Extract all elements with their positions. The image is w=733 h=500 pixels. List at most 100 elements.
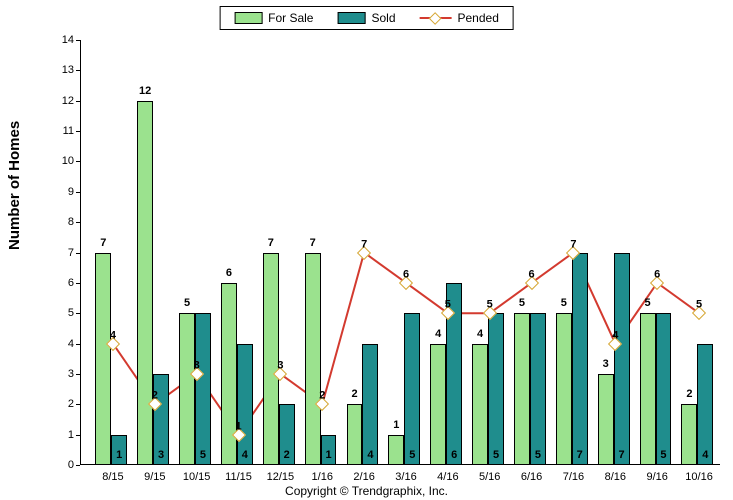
- x-tick-label: 6/16: [521, 471, 542, 483]
- x-tick-label: 11/15: [225, 471, 252, 483]
- bar-label-sold: 2: [284, 449, 290, 461]
- x-tick-label: 5/16: [479, 471, 500, 483]
- bar-label-for-sale: 2: [686, 388, 692, 400]
- bar-sold: [697, 344, 713, 465]
- bar-sold: [237, 344, 253, 465]
- pended-label: 4: [110, 329, 116, 341]
- swatch-sold: [337, 12, 365, 24]
- bar-sold: [404, 313, 420, 465]
- bar-sold: [656, 313, 672, 465]
- bar-label-for-sale: 5: [519, 297, 525, 309]
- bar-label-for-sale: 12: [139, 85, 151, 97]
- bar-for-sale: [472, 344, 488, 465]
- bar-label-for-sale: 5: [645, 297, 651, 309]
- bar-label-sold: 5: [660, 449, 666, 461]
- pended-label: 1: [235, 420, 241, 432]
- legend-item-for-sale: For Sale: [234, 11, 313, 25]
- pended-label: 5: [445, 299, 451, 311]
- x-tick-label: 8/16: [605, 471, 626, 483]
- plot-area: 012345678910111213148/15719/1512310/1555…: [80, 40, 720, 465]
- pended-label: 5: [487, 299, 493, 311]
- bar-for-sale: [430, 344, 446, 465]
- bar-for-sale: [347, 404, 363, 465]
- bar-label-for-sale: 7: [100, 237, 106, 249]
- bar-for-sale: [263, 253, 279, 466]
- bar-for-sale: [640, 313, 656, 465]
- pended-label: 3: [277, 360, 283, 372]
- y-tick-label: 3: [68, 368, 74, 380]
- pended-label: 6: [529, 268, 535, 280]
- bar-label-sold: 3: [158, 449, 164, 461]
- y-tick-label: 6: [68, 277, 74, 289]
- bar-for-sale: [179, 313, 195, 465]
- chart-container: For Sale Sold Pended Number of Homes 012…: [0, 0, 733, 500]
- bar-label-for-sale: 5: [561, 297, 567, 309]
- bar-label-for-sale: 5: [184, 297, 190, 309]
- pended-label: 2: [152, 390, 158, 402]
- bar-label-sold: 4: [702, 449, 708, 461]
- legend-label-pended: Pended: [458, 11, 499, 25]
- y-tick-label: 4: [68, 338, 74, 350]
- x-tick-label: 4/16: [437, 471, 458, 483]
- bar-for-sale: [305, 253, 321, 466]
- bar-sold: [488, 313, 504, 465]
- pended-label: 4: [612, 329, 618, 341]
- y-tick-label: 8: [68, 216, 74, 228]
- bar-for-sale: [95, 253, 111, 466]
- bar-for-sale: [681, 404, 697, 465]
- bar-sold: [530, 313, 546, 465]
- bar-for-sale: [388, 435, 404, 465]
- legend-item-pended: Pended: [420, 11, 499, 25]
- legend-label-for-sale: For Sale: [268, 11, 313, 25]
- bar-for-sale: [137, 101, 153, 465]
- bar-label-sold: 7: [577, 449, 583, 461]
- bar-label-for-sale: 2: [351, 388, 357, 400]
- bar-label-for-sale: 6: [226, 267, 232, 279]
- pended-label: 3: [194, 360, 200, 372]
- y-axis: [80, 40, 81, 465]
- pended-label: 2: [319, 390, 325, 402]
- legend: For Sale Sold Pended: [219, 6, 514, 30]
- x-tick-label: 8/15: [102, 471, 123, 483]
- bar-label-sold: 6: [451, 449, 457, 461]
- y-tick-label: 2: [68, 398, 74, 410]
- bar-label-sold: 5: [535, 449, 541, 461]
- x-tick-label: 2/16: [353, 471, 374, 483]
- bar-sold: [614, 253, 630, 466]
- bar-for-sale: [598, 374, 614, 465]
- x-tick-label: 3/16: [395, 471, 416, 483]
- y-tick-label: 11: [63, 125, 74, 137]
- bar-label-for-sale: 1: [393, 419, 399, 431]
- bar-sold: [362, 344, 378, 465]
- swatch-pended: [420, 11, 452, 25]
- bar-label-for-sale: 4: [435, 328, 441, 340]
- x-tick-label: 7/16: [563, 471, 584, 483]
- x-tick-label: 1/16: [312, 471, 333, 483]
- y-tick-label: 14: [62, 34, 74, 46]
- pended-label: 6: [654, 268, 660, 280]
- bar-label-sold: 5: [409, 449, 415, 461]
- y-tick-label: 13: [62, 64, 74, 76]
- x-tick-label: 10/16: [685, 471, 713, 483]
- y-axis-label: Number of Homes: [6, 121, 23, 250]
- bar-for-sale: [556, 313, 572, 465]
- pended-label: 7: [570, 238, 576, 250]
- bar-label-for-sale: 7: [310, 237, 316, 249]
- bar-label-sold: 1: [116, 449, 122, 461]
- copyright: Copyright © Trendgraphix, Inc.: [285, 484, 448, 498]
- x-tick-label: 10/15: [183, 471, 211, 483]
- legend-item-sold: Sold: [337, 11, 395, 25]
- x-tick-label: 9/16: [646, 471, 667, 483]
- bar-label-sold: 7: [619, 449, 625, 461]
- bar-label-sold: 1: [325, 449, 331, 461]
- bar-for-sale: [514, 313, 530, 465]
- bar-label-for-sale: 4: [477, 328, 483, 340]
- x-tick-label: 12/15: [267, 471, 295, 483]
- bar-label-sold: 5: [493, 449, 499, 461]
- bar-label-for-sale: 3: [603, 358, 609, 370]
- bar-label-sold: 5: [200, 449, 206, 461]
- y-tick-label: 9: [68, 186, 74, 198]
- bar-sold: [195, 313, 211, 465]
- x-tick-label: 9/15: [144, 471, 165, 483]
- bar-label-sold: 4: [242, 449, 248, 461]
